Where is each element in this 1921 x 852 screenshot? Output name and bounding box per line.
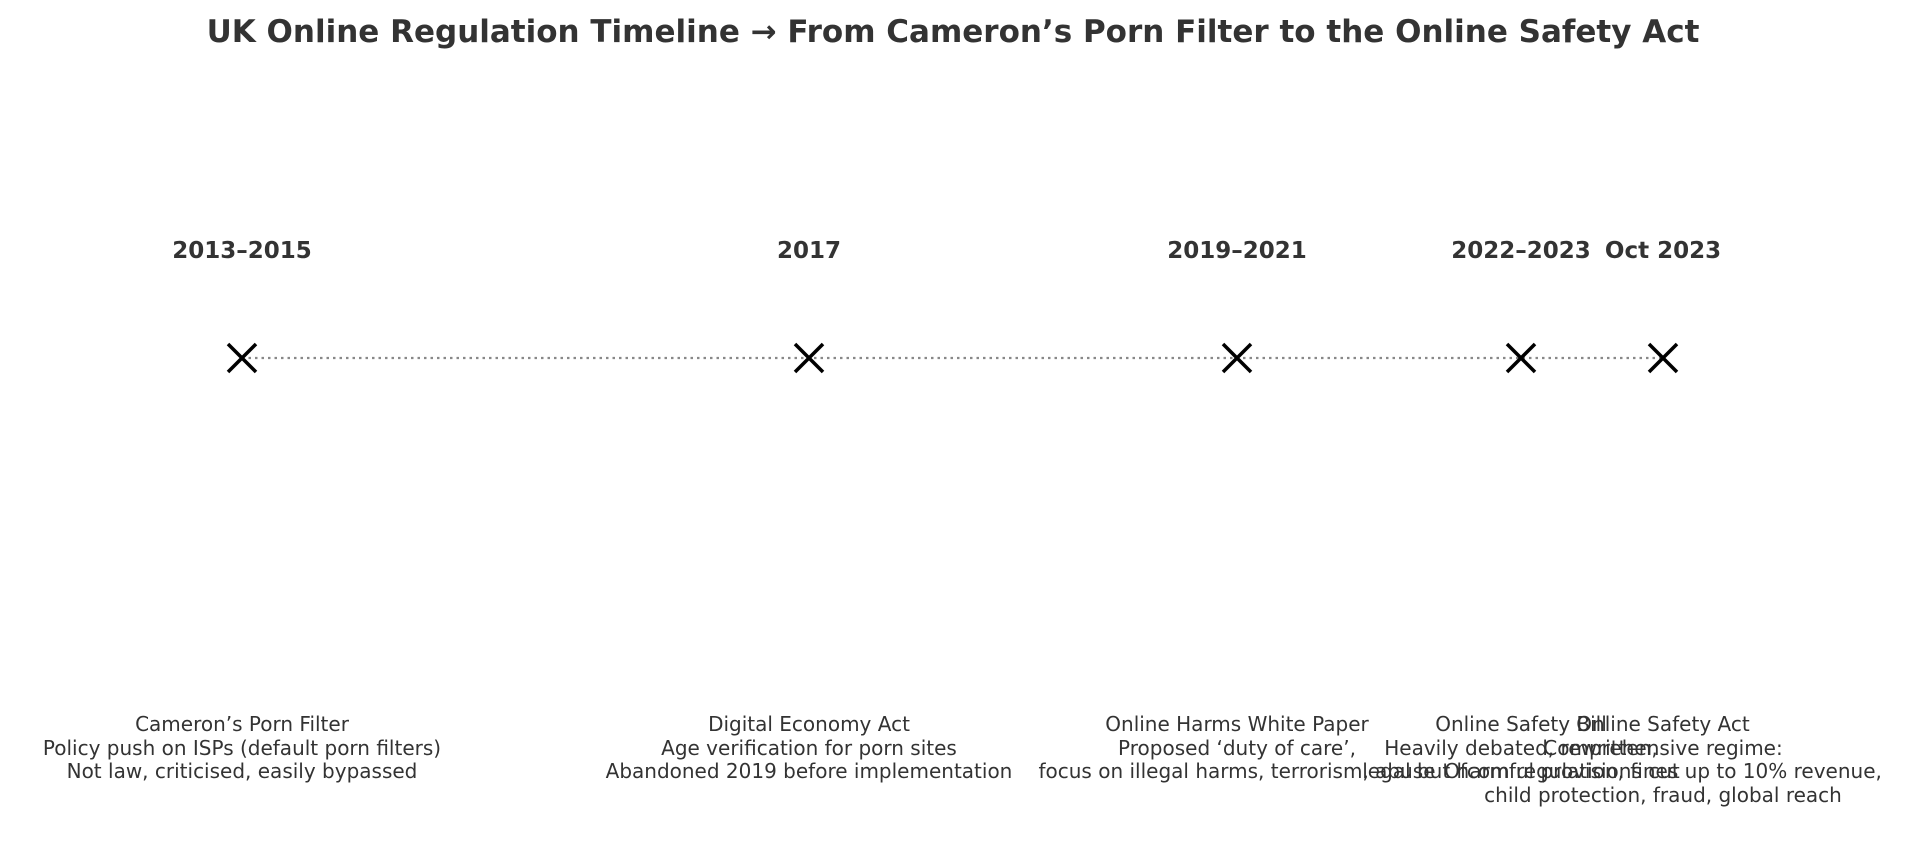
event-period-label: Oct 2023: [1604, 238, 1722, 264]
x-cross-icon: [226, 342, 258, 374]
event-period-label: 2013–2015: [172, 238, 312, 264]
event-name: Online Safety Act: [1576, 712, 1750, 736]
chart-title: UK Online Regulation Timeline → From Cam…: [206, 14, 1700, 50]
event-description: Online Safety Act Comprehensive regime: …: [1444, 712, 1882, 807]
event-period-label: 2017: [776, 238, 842, 264]
x-cross-icon: [1505, 342, 1537, 374]
event-detail: Age verification for porn sites: [661, 735, 957, 760]
event-name: Digital Economy Act: [708, 712, 910, 736]
event-detail: Comprehensive regime:: [1543, 735, 1783, 760]
event-detail: Ofcom regulation, fines up to 10% revenu…: [1444, 759, 1882, 783]
event-detail: Not law, criticised, easily bypassed: [66, 759, 418, 783]
event-detail: Proposed ‘duty of care’,: [1118, 735, 1356, 760]
event-description: Online Harms White Paper Proposed ‘duty …: [1038, 712, 1436, 784]
event-detail: Heavily debated, rewritten,: [1384, 735, 1658, 760]
event-detail: Policy push on ISPs (default porn filter…: [42, 735, 442, 760]
x-cross-icon: [1647, 342, 1679, 374]
event-period-label: 2019–2021: [1167, 238, 1307, 264]
event-detail: focus on illegal harms, terrorism, abuse: [1038, 759, 1436, 783]
event-name: Cameron’s Porn Filter: [135, 712, 349, 736]
event-name: Online Harms White Paper: [1105, 712, 1369, 736]
event-name: Online Safety Bill: [1435, 712, 1607, 736]
event-detail: child protection, fraud, global reach: [1484, 782, 1842, 807]
event-detail: Abandoned 2019 before implementation: [605, 759, 1013, 783]
event-description: Online Safety Bill Heavily debated, rewr…: [1362, 712, 1680, 784]
event-period-label: 2022–2023: [1451, 238, 1591, 264]
x-cross-icon: [793, 342, 825, 374]
event-detail: legal but harmful provisions cut: [1362, 759, 1680, 783]
event-description: Digital Economy Act Age verification for…: [605, 712, 1013, 784]
x-cross-icon: [1221, 342, 1253, 374]
event-description: Cameron’s Porn Filter Policy push on ISP…: [42, 712, 442, 784]
